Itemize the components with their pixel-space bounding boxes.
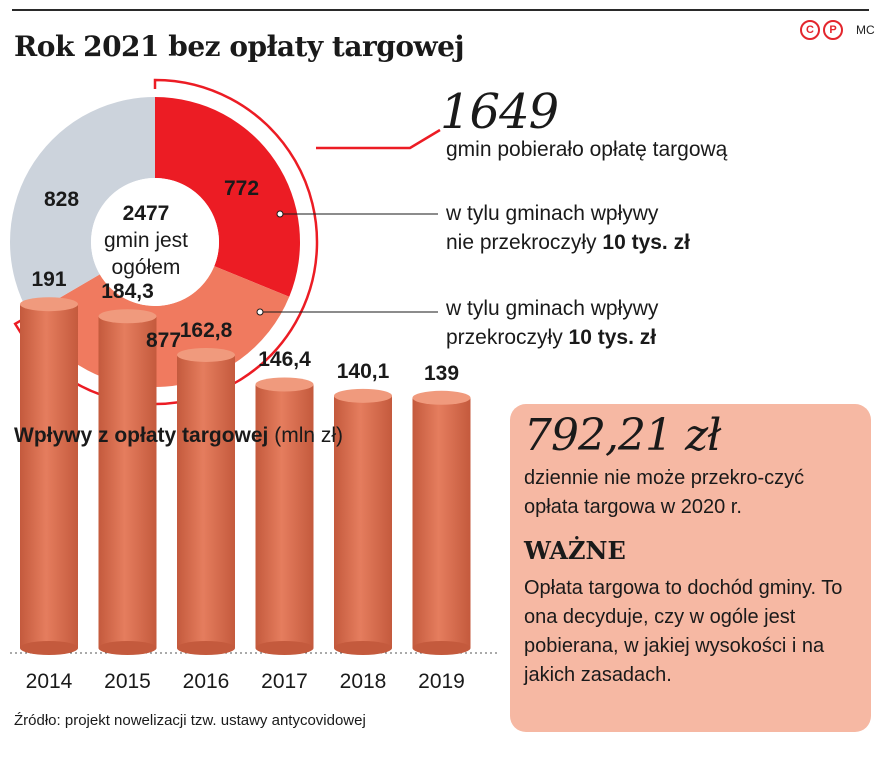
bar-top [412,390,471,405]
legend-over-line2: przekroczyły [446,326,569,349]
bar-2014 [20,297,78,655]
bar-2017 [255,377,314,655]
bar-year-label: 2017 [261,670,308,693]
info-card: 792,21 zł dziennie nie może przekro-czyć… [510,404,871,732]
page-title: Rok 2021 bez opłaty targowej [14,30,465,63]
collected-count: 1649 [440,84,559,140]
card-amount-desc: dziennie nie może przekro-czyć opłata ta… [524,467,805,518]
bar-bottom [334,641,392,655]
bar-body [98,316,157,648]
author-initials: MC [856,23,875,37]
slice-not-collecting [10,97,156,316]
bar-2015 [98,309,157,655]
legend-over-10k: w tylu gminach wpływy przekroczyły 10 ty… [446,294,658,352]
bar-year-label: 2015 [104,670,151,693]
bar-body [177,354,235,648]
bar-bottom [98,641,157,655]
card-body: Opłata targowa to dochód gminy. To ona d… [524,577,843,686]
bar-chart-title: Wpływy z opłaty targowej (mln zł) [14,424,343,448]
legend-under-line2: nie przekroczyły [446,231,603,254]
bar-bottom [412,641,471,655]
bar-body [255,384,314,648]
slice-label-not-collecting: 828 [44,188,80,211]
brand-block: C P MC [800,20,875,40]
collected-bracket [13,78,319,406]
leader-under-dot [276,210,284,218]
slice-label-over: 877 [146,329,182,352]
leader-over-dot [256,308,264,316]
card-heading: WAŻNE [524,536,626,565]
bar-value-label: 139 [423,361,460,385]
bar-bottom [20,641,78,655]
card-amount: 792,21 zł [524,410,721,461]
bar-bottom [177,641,235,655]
bar-year-label: 2016 [182,670,230,693]
copyright-c-icon: C [800,20,820,40]
bar-value-label: 184,3 [101,280,154,304]
bar-bottom [255,641,314,655]
bar-value-label: 191 [31,268,67,292]
bar-2018 [334,388,392,655]
leader-lines [256,128,441,316]
bar-body [334,395,392,648]
bar-year-label: 2018 [339,670,387,693]
bar-year-label: 2014 [25,670,73,693]
bar-top [20,297,78,312]
total-caption-line1: gmin jest [103,229,189,252]
donut-hole [91,178,219,306]
total-caption-line2: ogółem [111,256,181,279]
bar-year-label: 2019 [418,670,465,693]
bar-2016 [177,347,235,655]
legend-under-10k: w tylu gminach wpływy nie przekroczyły 1… [446,199,690,257]
bar-chart-unit: (mln zł) [274,424,344,447]
total-count: 2477 [122,202,170,225]
collected-caption: gmin pobierało opłatę targową [446,138,728,161]
copyright-p-icon: P [823,20,843,40]
bar-chart-title-text: Wpływy z opłaty targowej [14,424,269,447]
bar-chart [10,297,500,655]
source-note: Źródło: projekt nowelizacji tzw. ustawy … [14,712,366,729]
slice-label-under: 772 [224,177,260,200]
top-rule [12,9,869,11]
bar-2019 [412,390,471,655]
donut-center: 2477 gmin jest ogółem [92,200,200,281]
legend-over-line1: w tylu gminach wpływy [446,297,659,320]
bar-body [412,397,471,648]
slice-under-10k [155,97,300,297]
legend-over-amount: 10 tys. zł [568,326,657,349]
bar-value-label: 140,1 [336,359,390,383]
bar-body [20,304,78,648]
legend-under-line1: w tylu gminach wpływy [446,202,659,225]
bar-top [98,309,157,324]
leader-collected [316,128,441,150]
bar-top [255,377,314,392]
legend-under-amount: 10 tys. zł [602,231,690,254]
bar-top [334,388,392,403]
bar-top [177,347,235,362]
bar-value-label: 162,8 [179,318,233,342]
bar-value-label: 146,4 [258,348,311,372]
